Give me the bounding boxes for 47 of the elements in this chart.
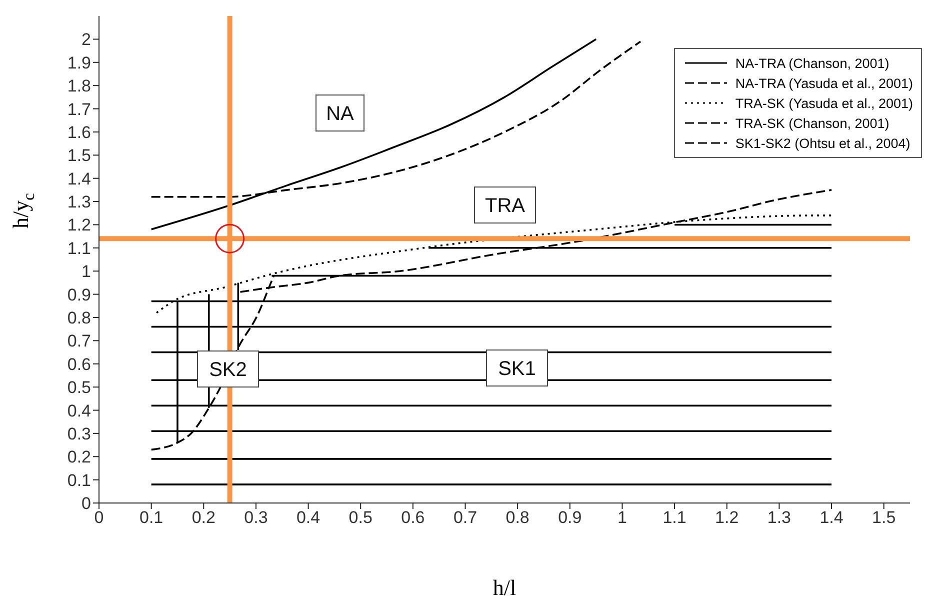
x-tick-label: 0.9 xyxy=(558,508,582,528)
y-tick-label: 1 xyxy=(82,262,91,282)
y-tick-label: 0.8 xyxy=(67,308,91,328)
x-tick-label: 1.2 xyxy=(715,508,739,528)
legend-label: TRA-SK (Chanson, 2001) xyxy=(735,116,890,130)
y-tick-label: 2 xyxy=(82,30,91,50)
y-tick-label: 0.1 xyxy=(67,470,91,490)
x-axis-title: h/l xyxy=(492,575,516,600)
legend-label: NA-TRA (Chanson, 2001) xyxy=(735,56,890,70)
y-tick-label: 0.7 xyxy=(67,332,91,351)
y-tick-label: 0.5 xyxy=(67,378,91,398)
x-tick-label: 0 xyxy=(94,508,104,528)
y-tick-label: 1.5 xyxy=(67,146,91,166)
legend-label: TRA-SK (Yasuda et al., 2001) xyxy=(735,96,913,110)
y-tick-label: 0 xyxy=(82,494,91,514)
y-tick-label: 1.8 xyxy=(67,76,91,96)
y-tick-label: 1.7 xyxy=(67,100,91,119)
y-tick-label: 0.9 xyxy=(67,285,91,304)
x-tick-label: 0.3 xyxy=(244,508,268,528)
x-tick-label: 1.1 xyxy=(662,508,686,528)
y-tick-label: 1.6 xyxy=(67,122,91,142)
legend-label: NA-TRA (Yasuda et al., 2001) xyxy=(735,76,913,90)
y-tick-label: 1.1 xyxy=(67,238,91,258)
x-tick-label: 0.5 xyxy=(348,508,372,528)
y-tick-label: 0.3 xyxy=(67,424,91,444)
y-tick-label: 0.6 xyxy=(67,354,91,374)
y-tick-label: 1.4 xyxy=(67,169,91,188)
x-tick-label: 0.6 xyxy=(401,508,425,528)
x-tick-label: 1 xyxy=(617,508,627,528)
legend-label: SK1-SK2 (Ohtsu et al., 2004) xyxy=(735,136,910,150)
y-tick-label: 0.2 xyxy=(67,448,91,467)
annotation: SK2 xyxy=(209,359,247,381)
x-tick-label: 0.7 xyxy=(453,508,478,528)
x-tick-label: 1.4 xyxy=(820,508,844,528)
annotation: NA xyxy=(326,103,355,125)
annotation: TRA xyxy=(485,195,526,217)
x-tick-label: 0.8 xyxy=(506,508,530,528)
x-tick-label: 0.2 xyxy=(192,508,216,528)
annotation: SK1 xyxy=(498,358,536,380)
x-tick-label: 1.3 xyxy=(767,508,792,528)
y-tick-label: 1.9 xyxy=(67,53,91,72)
y-tick-label: 0.4 xyxy=(67,401,91,420)
y-tick-label: 1.3 xyxy=(67,192,91,212)
x-tick-label: 1.5 xyxy=(872,508,896,528)
y-tick-label: 1.2 xyxy=(67,216,91,235)
x-tick-label: 0.1 xyxy=(140,508,164,528)
x-tick-label: 0.4 xyxy=(296,508,320,528)
